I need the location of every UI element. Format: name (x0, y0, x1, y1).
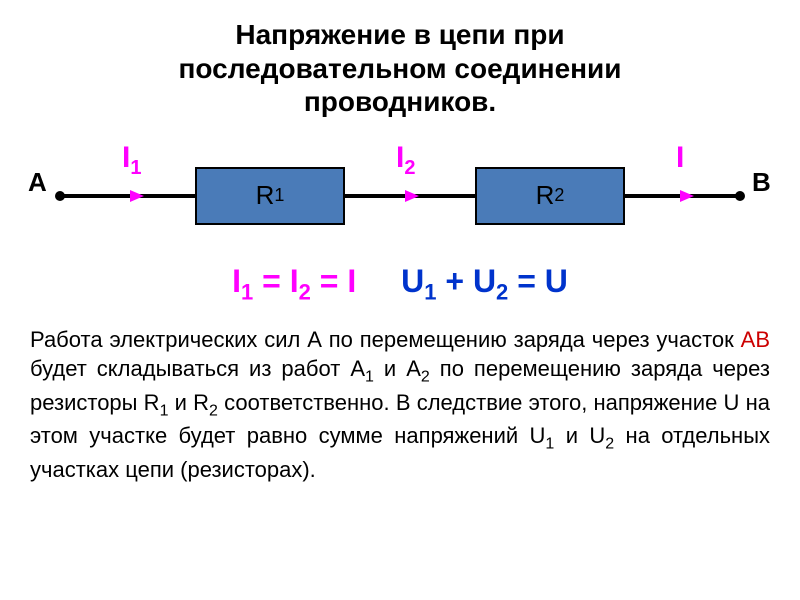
current-arrow-icon (130, 190, 144, 202)
resistor-r2-sub: 2 (554, 185, 564, 206)
current-arrow-icon (680, 190, 694, 202)
desc-s1: 1 (365, 369, 374, 386)
desc-s5: 1 (545, 436, 554, 453)
equation-voltage: U1 + U2 = U (401, 263, 568, 299)
terminal-b-label: В (752, 167, 771, 198)
resistor-r2: R2 (475, 167, 625, 225)
desc-p1c: и А (374, 356, 421, 381)
eq1-s1: 1 (241, 279, 253, 304)
eq1-t1: I (232, 263, 241, 299)
resistor-r1-sub: 1 (274, 185, 284, 206)
eq2-s2: 2 (496, 279, 508, 304)
title-line1: Напряжение в цепи при (235, 19, 564, 50)
desc-p1g: и U (554, 423, 605, 448)
resistor-r2-label: R (536, 180, 555, 211)
equations-row: I1 = I2 = I U1 + U2 = U (30, 263, 770, 305)
equation-current: I1 = I2 = I (232, 263, 365, 299)
eq1-t2: = I (253, 263, 298, 299)
circuit-diagram: А В R1 R2 I1 I2 I (30, 141, 770, 251)
eq2-t1: U (401, 263, 424, 299)
terminal-a-label: А (28, 167, 47, 198)
desc-s2: 2 (421, 369, 430, 386)
title-line2: последовательном соединении (179, 53, 622, 84)
current-label-i2: I2 (396, 141, 415, 180)
current-label-i: I (676, 141, 684, 175)
desc-p1a: Работа электрических сил А по перемещени… (30, 327, 741, 352)
desc-s4: 2 (209, 402, 218, 419)
current-i2-sub: 2 (404, 157, 415, 179)
resistor-r1: R1 (195, 167, 345, 225)
title-line3: проводников. (304, 86, 496, 117)
current-i1-sub: 1 (130, 157, 141, 179)
page-title: Напряжение в цепи при последовательном с… (30, 18, 770, 119)
desc-ab: АВ (741, 327, 770, 352)
desc-p1b: будет складываться из работ А (30, 356, 365, 381)
eq2-s1: 1 (424, 279, 436, 304)
desc-s6: 2 (605, 436, 614, 453)
current-arrow-icon (405, 190, 419, 202)
eq1-s2: 2 (299, 279, 311, 304)
eq2-t3: = U (508, 263, 568, 299)
wire-segment (60, 194, 195, 198)
eq1-t3: = I (311, 263, 356, 299)
description-text: Работа электрических сил А по перемещени… (30, 325, 770, 484)
eq2-t2: + U (436, 263, 496, 299)
current-label-i1: I1 (122, 141, 141, 180)
resistor-r1-label: R (256, 180, 275, 211)
current-i-text: I (676, 141, 684, 174)
desc-p1e: и R (168, 390, 209, 415)
